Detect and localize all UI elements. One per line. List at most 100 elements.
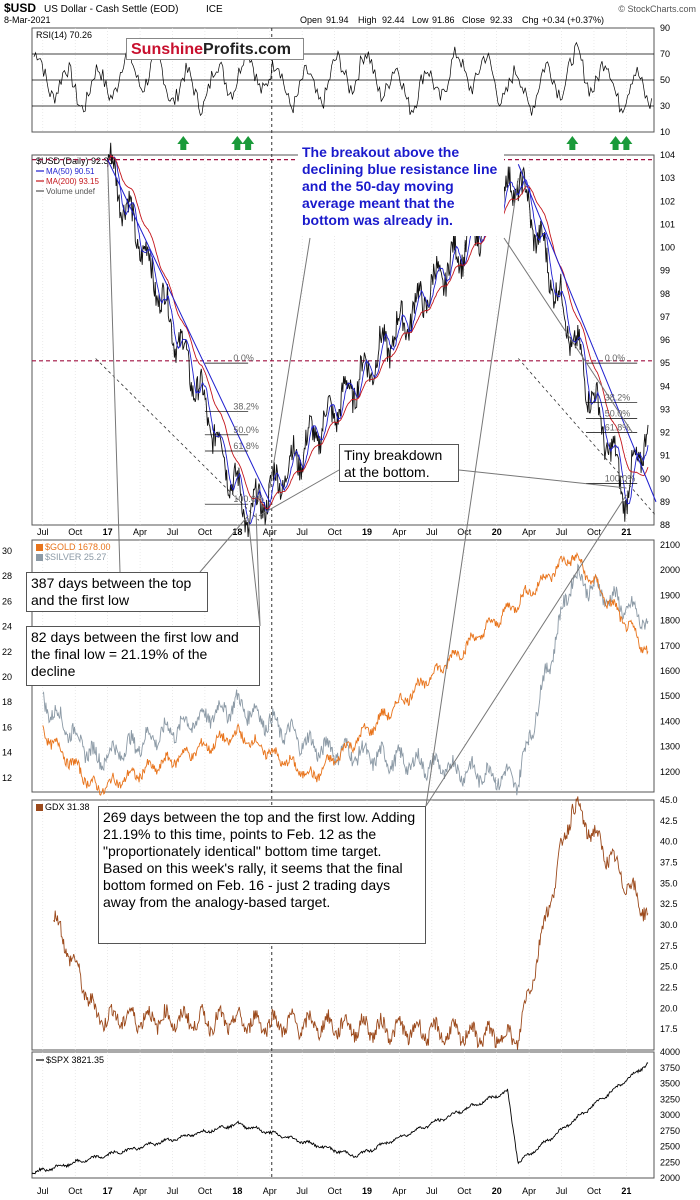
fib-label: 38.2% — [605, 392, 631, 402]
brand-part1: Sunshine — [131, 41, 204, 58]
spx-tick-label: 3250 — [660, 1094, 680, 1104]
gold-legend-label: $SILVER 25.27 — [45, 552, 106, 562]
chart-panels: Jul Oct 17 Apr Jul Oct 18 Apr Jul Oct 19 Apr Jul Oct 2… — [2, 23, 680, 1196]
gold-tick-label: 1200 — [660, 767, 680, 777]
silver-tick-label: 12 — [2, 773, 12, 783]
x-tick-label: Jul — [296, 527, 308, 537]
usd-tick-label: 99 — [660, 266, 670, 276]
ma50-series — [107, 153, 649, 525]
fib-label: 50.0% — [233, 425, 259, 435]
usd-title: $USD (Daily) 92.33 — [36, 156, 114, 166]
legend-swatch — [36, 554, 43, 561]
ohlc-chg: +0.34 (+0.37%) — [542, 15, 604, 25]
chart-date: 8-Mar-2021 — [4, 15, 51, 25]
rsi-line — [33, 41, 652, 117]
ohlc-high: 92.44 — [382, 15, 405, 25]
gold-tick-label: 2000 — [660, 565, 680, 575]
panel-frame — [31, 1051, 655, 1179]
x-tick-label: 19 — [362, 527, 372, 537]
fib-label: 61.8% — [233, 441, 259, 451]
x-tick-label: 18 — [232, 1186, 242, 1196]
gold-tick-label: 1900 — [660, 590, 680, 600]
chart-exchange: ICE — [206, 4, 223, 15]
x-tick-label: Oct — [587, 527, 602, 537]
green-up-arrow-marker — [609, 136, 622, 150]
x-tick-label: Apr — [263, 527, 277, 537]
green-up-arrow-marker — [231, 136, 244, 150]
silver-tick-label: 20 — [2, 672, 12, 682]
spx-tick-label: 2750 — [660, 1126, 680, 1136]
dashed-support-line — [95, 358, 260, 521]
gdx-tick-label: 35.0 — [660, 878, 678, 888]
gold-tick-label: 1600 — [660, 666, 680, 676]
callout-line — [458, 469, 627, 489]
gdx-tick-label: 20.0 — [660, 1003, 678, 1013]
x-tick-label: 21 — [621, 527, 631, 537]
annotation-269-days: 269 days between the top and the first l… — [98, 806, 426, 944]
silver-series — [42, 563, 649, 796]
usd-tick-label: 96 — [660, 335, 670, 345]
x-tick-label: 19 — [362, 1186, 372, 1196]
chart-credit: © StockCharts.com — [618, 4, 696, 14]
gold-tick-label: 1500 — [660, 691, 680, 701]
usd-legend-label: MA(50) 90.51 — [46, 167, 95, 176]
blue-resistance-line — [517, 164, 657, 503]
x-tick-label: Oct — [328, 1186, 343, 1196]
ohlc-low-label: Low — [412, 15, 429, 25]
usd-tick-label: 100 — [660, 243, 675, 253]
x-tick-label: Apr — [392, 1186, 406, 1196]
silver-tick-label: 28 — [2, 571, 12, 581]
gold-tick-label: 1300 — [660, 742, 680, 752]
gdx-tick-label: 32.5 — [660, 899, 678, 909]
gdx-tick-label: 30.0 — [660, 920, 678, 930]
annotation-breakout: The breakout above the declining blue re… — [298, 144, 504, 236]
x-tick-label: Oct — [198, 527, 213, 537]
brand-part2: Profits.com — [203, 41, 292, 58]
x-tick-label: Oct — [457, 1186, 472, 1196]
spx-tick-label: 2000 — [660, 1173, 680, 1183]
legend-swatch — [36, 544, 43, 551]
gold-tick-label: 1400 — [660, 716, 680, 726]
rsi-tick-label: 50 — [660, 75, 670, 85]
ohlc-low: 91.86 — [432, 15, 455, 25]
callout-line — [255, 513, 261, 627]
x-tick-label: Jul — [296, 1186, 308, 1196]
spx-tick-label: 2500 — [660, 1142, 680, 1152]
spx-tick-label: 3500 — [660, 1079, 680, 1089]
x-tick-label: Oct — [68, 1186, 83, 1196]
ohlc-open-label: Open — [300, 15, 322, 25]
ohlc-high-label: High — [358, 15, 377, 25]
x-tick-label: Jul — [37, 527, 49, 537]
gold-legend-label: $GOLD 1678.00 — [45, 542, 111, 552]
callout-line — [425, 178, 519, 807]
gdx-tick-label: 17.5 — [660, 1024, 678, 1034]
usd-tick-label: 89 — [660, 497, 670, 507]
silver-tick-label: 30 — [2, 546, 12, 556]
silver-tick-label: 24 — [2, 622, 12, 632]
usd-tick-label: 97 — [660, 312, 670, 322]
usd-tick-label: 98 — [660, 289, 670, 299]
ohlc-close-label: Close — [462, 15, 485, 25]
x-tick-label: 20 — [492, 527, 502, 537]
gdx-tick-label: 42.5 — [660, 816, 678, 826]
gdx-series — [53, 796, 649, 1050]
callout-line — [503, 237, 633, 433]
blue-resistance-line — [107, 159, 271, 503]
x-tick-label: 17 — [103, 527, 113, 537]
x-tick-label: Apr — [133, 527, 147, 537]
callout-line — [199, 515, 249, 573]
callout-line — [247, 518, 261, 627]
x-tick-label: 17 — [103, 1186, 113, 1196]
x-tick-label: Jul — [556, 527, 568, 537]
rsi-title: RSI(14) 70.26 — [36, 30, 92, 40]
green-up-arrow-marker — [177, 136, 190, 150]
spx-tick-label: 2250 — [660, 1157, 680, 1167]
annotation-387-days: 387 days between the top and the first l… — [26, 572, 208, 612]
dashed-support-line — [518, 358, 657, 517]
ohlc-close: 92.33 — [490, 15, 513, 25]
spx-title: $SPX 3821.35 — [46, 1055, 104, 1065]
silver-tick-label: 16 — [2, 722, 12, 732]
fib-label: 100.0% — [233, 494, 264, 504]
brand-logo: SunshineProfits.com — [126, 38, 304, 60]
